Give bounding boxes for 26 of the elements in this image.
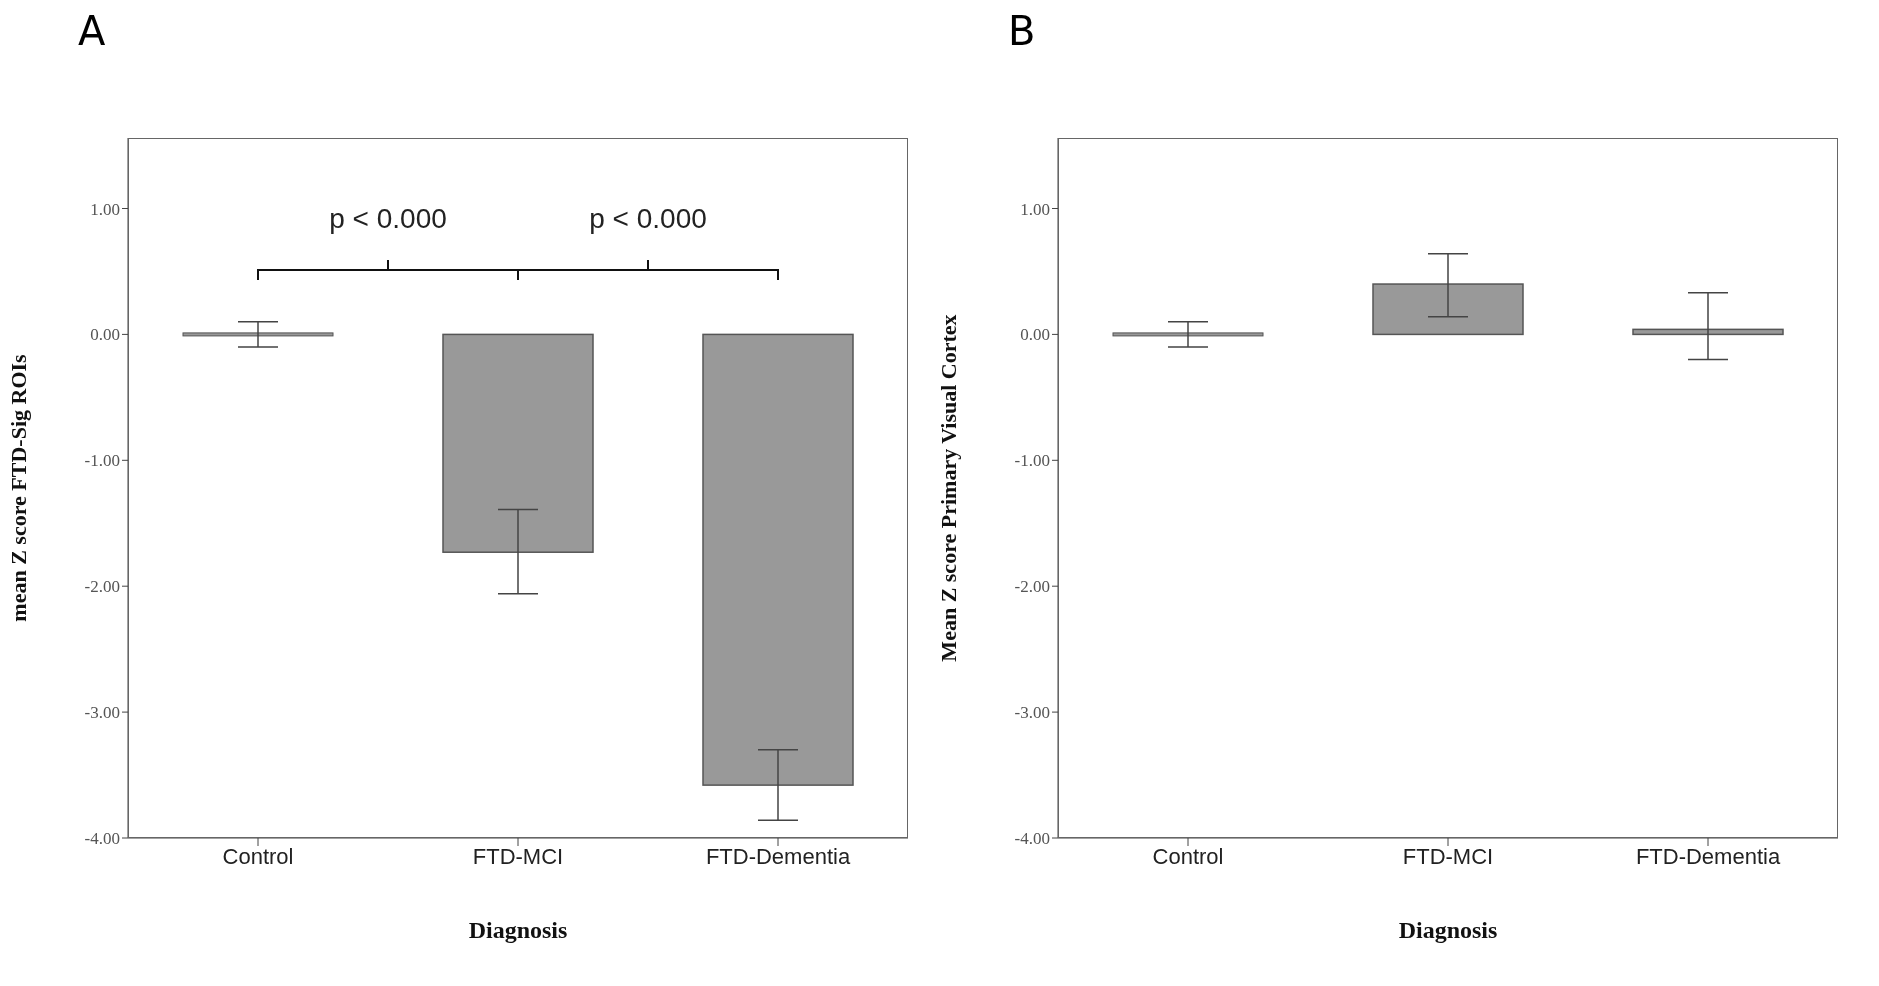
y-tick-label: -4.00 (1014, 829, 1050, 849)
x-axis-title: Diagnosis (1398, 917, 1498, 943)
x-tick-label: Control (222, 843, 294, 869)
x-tick-label: FTD-MCI (472, 843, 564, 869)
y-tick-label: 1.00 (1020, 199, 1050, 219)
chart-title: A (77, 8, 107, 56)
y-tick-label: -3.00 (1014, 703, 1050, 723)
y-tick-label: -2.00 (84, 577, 120, 597)
annotation: p < 0.000 (588, 203, 708, 235)
y-tick-label: 0.00 (1020, 325, 1050, 345)
y-axis-title: Mean Z score Primary Visual Cortex (935, 314, 961, 662)
x-tick-label: FTD-MCI (1402, 843, 1494, 869)
annotation: p < 0.000 (328, 203, 448, 235)
y-tick-label: 0.00 (90, 325, 120, 345)
x-tick-label: Control (1152, 843, 1224, 869)
x-axis-title: Diagnosis (468, 917, 568, 943)
y-tick-label: -1.00 (84, 451, 120, 471)
y-tick-label: -4.00 (84, 829, 120, 849)
y-tick-label: 1.00 (90, 199, 120, 219)
x-tick-label: FTD-Dementia (1635, 843, 1781, 869)
y-axis-title: mean Z score FTD-Sig ROIs (5, 353, 31, 622)
chart-title: B (1007, 8, 1037, 56)
y-tick-label: -3.00 (84, 703, 120, 723)
y-tick-label: -2.00 (1014, 577, 1050, 597)
y-tick-label: -1.00 (1014, 451, 1050, 471)
x-tick-label: FTD-Dementia (705, 843, 851, 869)
